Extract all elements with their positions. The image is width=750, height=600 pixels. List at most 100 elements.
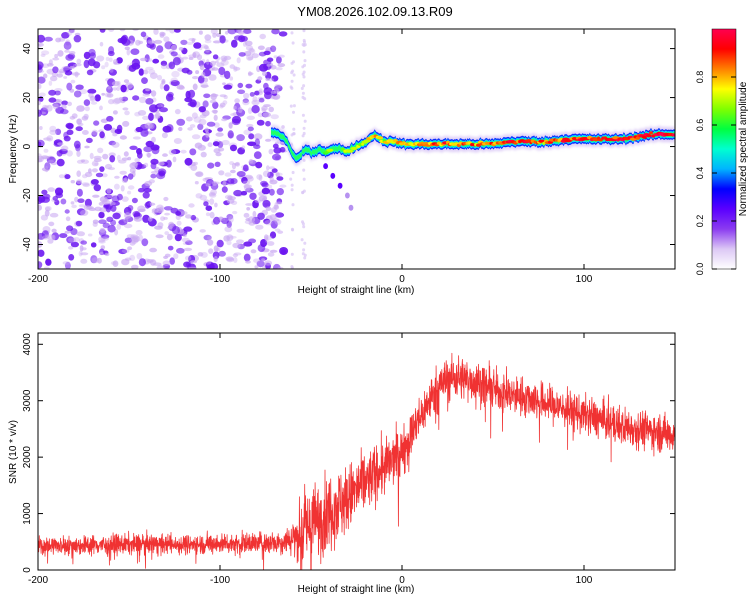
heatmap-noise-cell: [162, 153, 168, 157]
heatmap-noise-cell: [223, 84, 233, 90]
heatmap-noise-cell: [251, 99, 260, 106]
heatmap-noise-cell: [171, 149, 181, 155]
heatmap-noise-cell: [270, 45, 277, 53]
heatmap-noise-cell: [86, 137, 93, 144]
heatmap-noise-cell: [116, 86, 120, 91]
heatmap-noise-cell: [67, 101, 72, 107]
heatmap-noise-cell: [257, 212, 265, 220]
heatmap-noise-cell: [108, 46, 115, 55]
heatmap-noise-cell: [127, 205, 134, 211]
heatmap-noise-cell: [119, 135, 127, 140]
heatmap-x-tick-label: 100: [576, 274, 593, 285]
snr-y-ticks: 0 1000 2000 3000 4000: [22, 333, 675, 573]
heatmap-noise-cell: [240, 190, 248, 196]
ridge-peak-cell: [671, 133, 675, 137]
heatmap-noise-cell: [107, 86, 111, 90]
heatmap-noise-cell: [110, 204, 117, 212]
heatmap-noise-cell: [221, 186, 228, 193]
heatmap-noise-cell: [206, 261, 212, 265]
heatmap-noise-cell: [142, 115, 150, 121]
heatmap-noise-cell: [258, 97, 265, 103]
heatmap-noise-cell: [281, 125, 285, 129]
heatmap-noise-cell: [232, 242, 241, 249]
heatmap-noise-cell: [76, 150, 81, 157]
heatmap-noise-cell: [86, 69, 94, 76]
heatmap-noise-cell: [89, 52, 96, 60]
heatmap-noise-cell: [236, 134, 245, 142]
heatmap-noise-cell: [52, 102, 61, 108]
heatmap-noise-cell: [256, 260, 265, 268]
heatmap-noise-cell: [152, 58, 160, 64]
heatmap-noise-cell: [38, 261, 43, 269]
heatmap-noise-cell: [67, 62, 77, 68]
heatmap-noise-cell: [108, 69, 117, 76]
heatmap-noise-cell: [268, 78, 275, 82]
heatmap-noise-cell: [187, 127, 193, 131]
heatmap-noise-cell: [129, 167, 136, 174]
heatmap-noise-cell: [258, 174, 263, 182]
heatmap-noise-cell: [231, 39, 238, 48]
heatmap-noise-cell: [170, 77, 178, 83]
heatmap-noise-cell: [38, 34, 46, 43]
heatmap-noise-cell: [211, 109, 218, 114]
heatmap-noise-cell: [93, 155, 102, 160]
heatmap-noise-cell: [176, 118, 186, 126]
heatmap-noise-cell: [64, 261, 71, 269]
heatmap-noise-cell: [146, 259, 154, 263]
heatmap-noise-cell: [164, 253, 171, 258]
heatmap-noise-cell: [215, 60, 219, 64]
heatmap-noise-cell: [63, 131, 69, 139]
heatmap-noise-cell: [185, 240, 193, 246]
tail-cell: [323, 163, 328, 170]
heatmap-noise-cell: [89, 152, 94, 160]
heatmap-noise-cell: [246, 123, 254, 128]
heatmap-noise-cell: [221, 139, 230, 146]
heatmap-noise-cell: [121, 96, 129, 102]
heatmap-noise-cell: [149, 247, 158, 253]
ridge-peak-cell: [641, 135, 647, 139]
heatmap-noise-cell: [227, 29, 237, 35]
heatmap-noise-cell: [124, 110, 130, 116]
snr-y-tick-label: 2000: [22, 446, 33, 469]
heatmap-noise-cell: [221, 217, 229, 225]
heatmap-y-tick-label: -40: [22, 237, 33, 252]
heatmap-noise-cell: [101, 92, 106, 96]
heatmap-streak-cell: [291, 170, 295, 175]
heatmap-noise-cell: [224, 55, 232, 61]
heatmap-noise-cell: [45, 206, 51, 212]
heatmap-noise-cell: [132, 95, 140, 101]
snr-y-tick-label: 4000: [22, 333, 33, 356]
heatmap-noise-cell: [186, 69, 193, 75]
heatmap-noise-cell: [233, 66, 241, 71]
heatmap-noise-cell: [109, 68, 114, 73]
heatmap-noise-cell: [82, 174, 88, 179]
heatmap-noise-cell: [165, 29, 170, 32]
heatmap-noise-cell: [99, 207, 108, 213]
heatmap-noise-cell: [229, 144, 238, 152]
heatmap-streak-cell: [301, 220, 304, 224]
heatmap-noise-cell: [231, 118, 241, 126]
heatmap-noise-cell: [156, 45, 164, 53]
heatmap-noise-cell: [79, 245, 84, 252]
heatmap-noise-cell: [138, 208, 146, 212]
heatmap-noise-cell: [80, 209, 89, 216]
heatmap-noise-cell: [245, 45, 254, 51]
heatmap-noise-cell: [219, 94, 227, 98]
heatmap-noise-cell: [41, 230, 49, 239]
heatmap-noise-cell: [46, 104, 53, 112]
heatmap-noise-cell: [272, 153, 281, 161]
heatmap-noise-cell: [76, 118, 83, 125]
heatmap-noise-cell: [200, 251, 208, 258]
heatmap-noise-cell: [237, 82, 244, 89]
heatmap-noise-cell: [264, 219, 273, 226]
heatmap-noise-cell: [245, 40, 253, 46]
heatmap-streak-cell: [302, 70, 306, 74]
heatmap-streak-cell: [302, 225, 306, 229]
heatmap-noise-cell: [76, 231, 86, 237]
heatmap-noise-cell: [166, 233, 173, 241]
heatmap-noise-cell: [233, 252, 242, 256]
heatmap-noise-cell: [208, 248, 214, 254]
heatmap-noise-cell: [104, 92, 112, 98]
heatmap-noise-cell: [111, 81, 120, 87]
heatmap-noise-cell: [127, 173, 134, 180]
